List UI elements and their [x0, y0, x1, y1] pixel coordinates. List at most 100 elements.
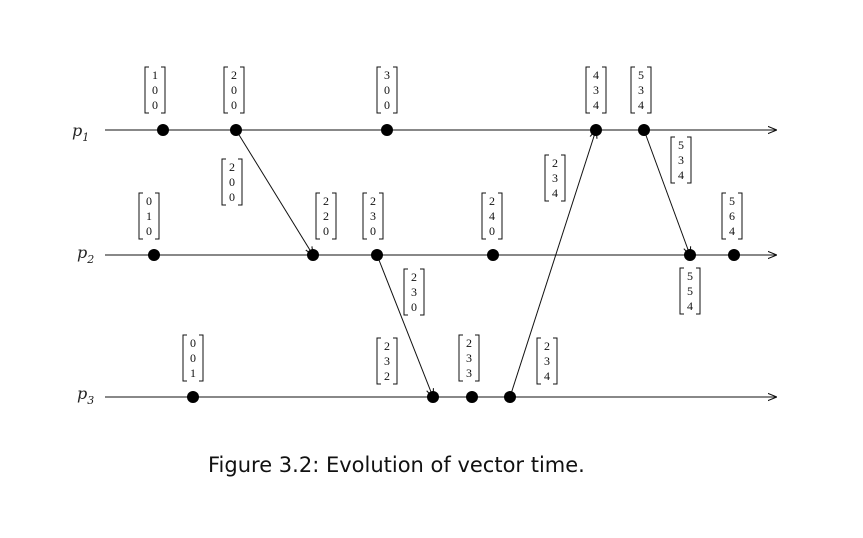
process-label-p3: p3 — [77, 384, 94, 407]
left-bracket — [670, 136, 675, 184]
svg-text:2: 2 — [384, 339, 390, 353]
svg-text:1: 1 — [152, 68, 158, 82]
svg-text:4: 4 — [593, 68, 599, 82]
svg-text:4: 4 — [687, 299, 693, 313]
svg-text:4: 4 — [638, 98, 644, 112]
svg-text:2: 2 — [384, 369, 390, 383]
event-dot-p1-4 — [590, 124, 602, 136]
event-dot-p2-3 — [371, 249, 383, 261]
right-bracket — [238, 158, 243, 206]
left-bracket — [536, 337, 541, 385]
svg-text:3: 3 — [384, 354, 390, 368]
vector-timestamp-e26: 5 6 4 — [721, 192, 743, 240]
vector-timestamp-e32: 2 3 2 — [376, 337, 398, 385]
svg-text:2: 2 — [323, 194, 329, 208]
svg-text:4: 4 — [678, 168, 684, 182]
svg-text:5: 5 — [638, 68, 644, 82]
event-dot-p1-2 — [230, 124, 242, 136]
svg-text:4: 4 — [544, 369, 550, 383]
event-dot-p3-1 — [187, 391, 199, 403]
svg-text:2: 2 — [231, 68, 237, 82]
event-dot-p2-6 — [728, 249, 740, 261]
svg-text:0: 0 — [231, 83, 237, 97]
svg-text:2: 2 — [489, 194, 495, 208]
svg-text:2: 2 — [370, 194, 376, 208]
svg-text:0: 0 — [489, 224, 495, 238]
svg-text:2: 2 — [411, 270, 417, 284]
svg-text:2: 2 — [544, 339, 550, 353]
svg-text:2: 2 — [323, 209, 329, 223]
event-dot-p2-1 — [148, 249, 160, 261]
left-bracket — [376, 337, 381, 385]
svg-text:4: 4 — [552, 186, 558, 200]
vector-timestamp-e11: 1 0 0 — [144, 66, 166, 114]
left-bracket — [144, 66, 149, 114]
event-dot-p2-5 — [684, 249, 696, 261]
left-bracket — [182, 334, 187, 382]
svg-text:0: 0 — [152, 83, 158, 97]
event-dot-p3-2 — [427, 391, 439, 403]
svg-text:6: 6 — [729, 209, 735, 223]
left-bracket — [630, 66, 635, 114]
left-bracket — [315, 192, 320, 240]
left-bracket — [721, 192, 726, 240]
svg-text:5: 5 — [687, 269, 693, 283]
left-bracket — [221, 158, 226, 206]
svg-text:3: 3 — [370, 209, 376, 223]
vector-timestamp-e14: 4 3 4 — [585, 66, 607, 114]
svg-text:0: 0 — [229, 175, 235, 189]
message-timestamp-m2: 2 3 0 — [403, 268, 425, 316]
right-bracket — [155, 192, 160, 240]
right-bracket — [647, 66, 652, 114]
message-arrow-p2-to-p3 — [376, 254, 433, 397]
svg-text:1: 1 — [190, 366, 196, 380]
svg-text:0: 0 — [190, 351, 196, 365]
message-arrow-p1-to-p2-first — [235, 129, 313, 255]
message-timestamp-m4: 5 3 4 — [670, 136, 692, 184]
right-bracket — [379, 192, 384, 240]
svg-text:4: 4 — [489, 209, 495, 223]
svg-text:2: 2 — [552, 156, 558, 170]
vector-timestamp-e34: 2 3 4 — [536, 337, 558, 385]
event-dot-p1-5 — [638, 124, 650, 136]
right-bracket — [332, 192, 337, 240]
message-arrow-p1-to-p2-second — [643, 129, 690, 255]
svg-text:3: 3 — [466, 366, 472, 380]
svg-text:5: 5 — [729, 194, 735, 208]
left-bracket — [223, 66, 228, 114]
svg-text:4: 4 — [729, 224, 735, 238]
vector-timestamp-e22: 2 2 0 — [315, 192, 337, 240]
svg-text:1: 1 — [146, 209, 152, 223]
figure-caption: Figure 3.2: Evolution of vector time. — [208, 453, 585, 477]
left-bracket — [403, 268, 408, 316]
event-dot-p1-3 — [381, 124, 393, 136]
event-dot-p1-1 — [157, 124, 169, 136]
right-bracket — [475, 334, 480, 382]
svg-text:0: 0 — [152, 98, 158, 112]
message-arrow-p3-to-p1 — [509, 130, 596, 398]
right-bracket — [498, 192, 503, 240]
svg-text:0: 0 — [411, 300, 417, 314]
svg-text:0: 0 — [323, 224, 329, 238]
right-bracket — [240, 66, 245, 114]
right-bracket — [393, 66, 398, 114]
right-bracket — [199, 334, 204, 382]
right-bracket — [561, 154, 566, 202]
svg-text:0: 0 — [384, 98, 390, 112]
svg-text:0: 0 — [146, 194, 152, 208]
svg-text:0: 0 — [231, 98, 237, 112]
process-label-p1: p1 — [72, 121, 89, 144]
vector-timestamp-e24: 2 4 0 — [481, 192, 503, 240]
left-bracket — [458, 334, 463, 382]
vector-timestamp-e13: 3 0 0 — [376, 66, 398, 114]
event-dot-p2-2 — [307, 249, 319, 261]
svg-text:0: 0 — [229, 190, 235, 204]
svg-text:5: 5 — [678, 138, 684, 152]
vector-timestamp-e33: 2 3 3 — [458, 334, 480, 382]
svg-text:2: 2 — [229, 160, 235, 174]
svg-text:0: 0 — [370, 224, 376, 238]
left-bracket — [376, 66, 381, 114]
event-dot-p3-4 — [504, 391, 516, 403]
svg-text:2: 2 — [466, 336, 472, 350]
